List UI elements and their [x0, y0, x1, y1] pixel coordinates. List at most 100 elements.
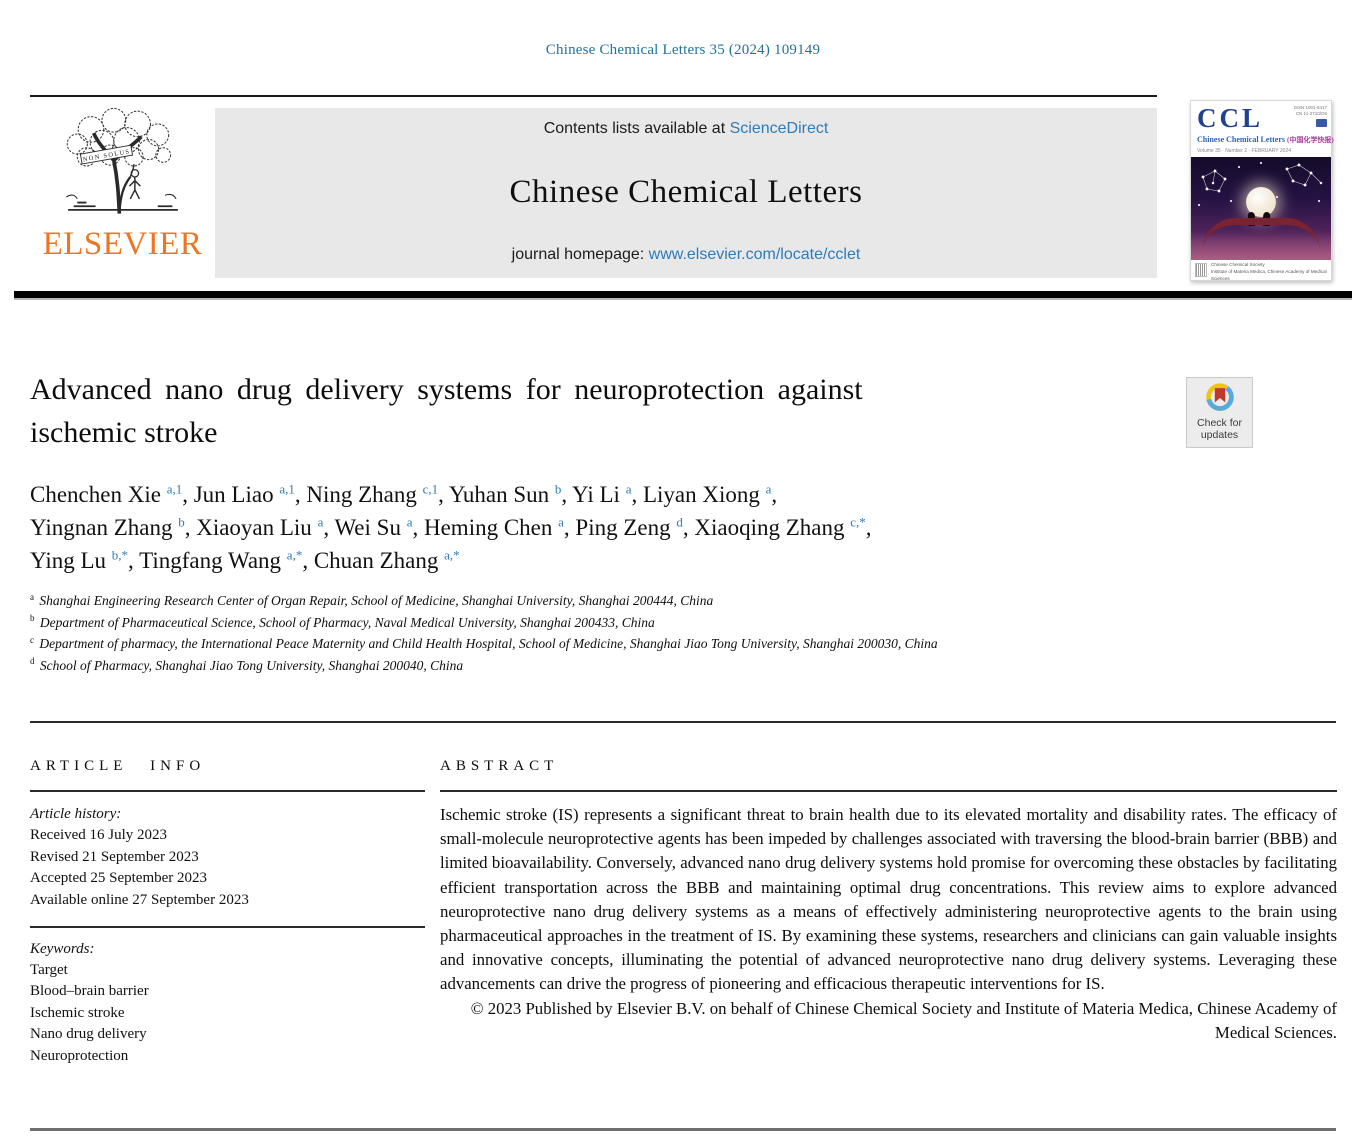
constellation-icon — [1197, 161, 1323, 207]
author-name: Chuan Zhang — [313, 548, 445, 573]
keyword-item: Ischemic stroke — [30, 1004, 125, 1021]
check-for-updates-badge[interactable]: Check for updates — [1186, 377, 1253, 448]
author-name: Tingfang Wang — [139, 548, 287, 573]
keywords-rule — [30, 926, 425, 928]
journal-banner: Contents lists available at ScienceDirec… — [215, 108, 1157, 278]
article-info-rule — [30, 790, 425, 792]
cover-abbrev: CCL — [1197, 103, 1264, 133]
contents-line: Contents lists available at ScienceDirec… — [544, 120, 829, 138]
author-name: Ping Zeng — [575, 515, 677, 540]
article-info-heading: ARTICLE INFO — [30, 758, 206, 774]
abstract-heading: ABSTRACT — [440, 758, 559, 774]
homepage-text: journal homepage: — [511, 246, 645, 263]
homepage-link[interactable]: www.elsevier.com/locate/cclet — [648, 246, 861, 263]
check-updates-line2: updates — [1200, 429, 1239, 442]
cover-institute: Institute of Materia Medica, Chinese Aca… — [1211, 268, 1327, 281]
article-title: Advanced nano drug delivery systems for … — [30, 368, 1130, 454]
affiliation-superscript: d — [30, 656, 35, 666]
affiliation-line: a Shanghai Engineering Research Center o… — [30, 591, 714, 608]
affiliation-line: c Department of pharmacy, the Internatio… — [30, 634, 938, 651]
cover-footer: Chinese Chemical Society Institute of Ma… — [1191, 260, 1331, 281]
article-history-list: Received 16 July 2023 Revised 21 Septembe… — [30, 825, 425, 911]
author-name: Heming Chen — [423, 515, 559, 540]
author-name: Jun Liao — [193, 482, 280, 507]
keyword-item: Nano drug delivery — [30, 1026, 147, 1042]
cover-logo-mark — [1316, 118, 1327, 127]
author-name: Wei Su — [334, 515, 407, 540]
abstract-rule — [440, 790, 1337, 792]
journal-title: Chinese Chemical Letters — [509, 173, 863, 210]
cover-title: Chinese Chemical Letters — [1197, 135, 1285, 144]
affiliation-line: d School of Pharmacy, Shanghai Jiao Tong… — [30, 656, 464, 673]
author-name: Ning Zhang — [306, 482, 423, 507]
cover-issn: ISSN 1001-8417 — [1293, 105, 1327, 110]
check-updates-line1: Check for — [1197, 417, 1242, 429]
affiliation-line: b Department of Pharmaceutical Science, … — [30, 613, 655, 630]
author-superscript: a — [406, 514, 413, 530]
author-superscript: a — [765, 481, 772, 497]
keyword-item: Target — [30, 961, 68, 978]
abstract-text: Ischemic stroke (IS) represents a signif… — [440, 805, 1337, 994]
author-name: Liyan Xiong — [642, 482, 766, 507]
affiliation-superscript: a — [30, 591, 34, 602]
elsevier-wordmark: ELSEVIER — [42, 226, 203, 262]
header-thick-rule — [14, 291, 1352, 300]
author-superscript: a — [558, 514, 564, 530]
page-bottom-rule — [30, 1128, 1336, 1131]
author-line: Ying Lu b,*, Tingfang Wang a,*, Chuan Zh… — [30, 547, 460, 573]
author-superscript: a — [625, 481, 632, 497]
cover-bridge — [1202, 218, 1320, 252]
check-updates-label: Check for updates — [1187, 417, 1252, 441]
affiliation-superscript: c — [30, 634, 34, 645]
author-superscript: b,* — [111, 547, 129, 563]
author-name: Yingnan Zhang — [30, 515, 179, 540]
article-title-line1: Advanced nano drug delivery systems for … — [30, 373, 863, 406]
author-superscript: a,1 — [166, 481, 183, 497]
author-name: Yi Li — [572, 482, 626, 507]
history-item: Received 16 July 2023 — [30, 827, 168, 843]
author-name: Xiaoqing Zhang — [694, 515, 851, 540]
history-item: Accepted 25 September 2023 — [30, 870, 208, 886]
homepage-line: journal homepage: www.elsevier.com/locat… — [512, 246, 861, 264]
cover-issn-block: ISSN 1001-8417 CN 11-2710/O6 — [1294, 105, 1327, 129]
keyword-item: Neuroprotection — [30, 1047, 129, 1064]
keywords-label: Keywords: — [30, 940, 95, 957]
author-line: Yingnan Zhang b, Xiaoyan Liu a, Wei Su a… — [30, 514, 872, 540]
affiliation-superscript: b — [30, 613, 35, 623]
cover-issue-info: Volume 35 · Number 2 · FEBRUARY 2024 — [1197, 148, 1292, 154]
cover-society: Chinese Chemical Society — [1211, 262, 1265, 267]
journal-citation: Chinese Chemical Letters 35 (2024) 10914… — [545, 42, 821, 58]
author-superscript: b — [554, 481, 562, 497]
author-name: Ying Lu — [30, 548, 112, 573]
sciencedirect-link[interactable]: ScienceDirect — [729, 120, 829, 137]
author-superscript: a — [317, 514, 324, 530]
info-abstract-top-rule — [30, 721, 1336, 723]
history-item: Available online 27 September 2023 — [30, 891, 249, 908]
author-superscript: b — [178, 514, 185, 530]
author-superscript: a,1 — [279, 481, 295, 497]
contents-text: Contents lists available at — [543, 120, 726, 137]
author-name: Chenchen Xie — [30, 482, 167, 507]
history-item: Revised 21 September 2023 — [30, 848, 199, 865]
author-name: Xiaoyan Liu — [196, 515, 318, 540]
elsevier-tree-icon: NON SOLUS — [65, 107, 178, 214]
header-top-rule — [30, 95, 1157, 97]
author-superscript: a,* — [444, 547, 460, 563]
article-info-column: ARTICLE INFO Article history: Received 1… — [30, 758, 425, 1067]
cover-header: CCL ISSN 1001-8417 CN 11-2710/O6 Chinese… — [1191, 101, 1334, 157]
abstract-column: ABSTRACT Ischemic stroke (IS) represents… — [440, 758, 1337, 1045]
author-line: Chenchen Xie a,1, Jun Liao a,1, Ning Zha… — [30, 481, 778, 507]
copyright-notice: © 2023 Published by Elsevier B.V. on beh… — [470, 998, 1337, 1042]
cover-title-line: Chinese Chemical Letters (中国化学快报) — [1197, 135, 1334, 145]
author-superscript: c,1 — [422, 481, 439, 497]
author-superscript: d — [676, 514, 683, 530]
cover-cn-code: CN 11-2710/O6 — [1295, 111, 1327, 117]
keywords-list: Target Blood–brain barrier Ischemic stroke… — [30, 960, 425, 1068]
author-superscript: c,* — [850, 514, 866, 530]
elsevier-logo: NON SOLUS ELSEVIER — [30, 100, 215, 285]
affiliation-block: a Shanghai Engineering Research Center o… — [30, 590, 1115, 676]
journal-cover-thumbnail[interactable]: CCL ISSN 1001-8417 CN 11-2710/O6 Chinese… — [1190, 100, 1334, 281]
cover-title-chinese: (中国化学快报) — [1286, 136, 1334, 144]
author-superscript: a,* — [286, 547, 303, 563]
